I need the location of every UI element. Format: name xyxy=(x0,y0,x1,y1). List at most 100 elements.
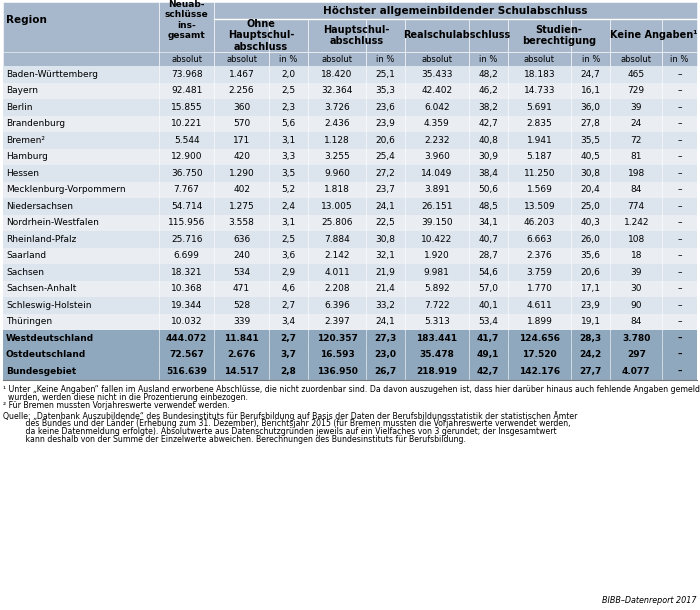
Text: 6.042: 6.042 xyxy=(424,102,449,112)
Text: 4.011: 4.011 xyxy=(324,268,350,277)
Text: 23,9: 23,9 xyxy=(375,119,396,128)
Text: Ohne
Hauptschul-
abschluss: Ohne Hauptschul- abschluss xyxy=(228,19,294,52)
Text: 35,3: 35,3 xyxy=(375,86,396,95)
Bar xyxy=(3,281,697,297)
Text: Realschulabschluss: Realschulabschluss xyxy=(402,30,510,40)
Bar xyxy=(214,52,269,66)
Text: da keine Datenmeldung erfolgte). Absolutwerte aus Datenschutzgründen jeweils auf: da keine Datenmeldung erfolgte). Absolut… xyxy=(3,428,556,437)
Text: 11.250: 11.250 xyxy=(524,169,555,178)
Text: 4.077: 4.077 xyxy=(622,367,650,376)
Bar xyxy=(308,52,366,66)
Text: 46,2: 46,2 xyxy=(478,86,498,95)
Text: 471: 471 xyxy=(233,284,250,293)
Text: 2.256: 2.256 xyxy=(229,86,254,95)
Text: 50,6: 50,6 xyxy=(478,185,498,194)
Text: 15.855: 15.855 xyxy=(171,102,202,112)
Text: –: – xyxy=(678,152,682,161)
Text: 4,6: 4,6 xyxy=(281,284,295,293)
Text: –: – xyxy=(678,317,682,326)
Text: 2.232: 2.232 xyxy=(424,136,449,145)
Text: 35.433: 35.433 xyxy=(421,70,452,79)
Text: 120.357: 120.357 xyxy=(316,334,358,343)
Text: 3,4: 3,4 xyxy=(281,317,295,326)
Text: 570: 570 xyxy=(233,119,250,128)
Text: –: – xyxy=(678,284,682,293)
Text: 534: 534 xyxy=(233,268,250,277)
Text: 27,3: 27,3 xyxy=(374,334,396,343)
Text: 360: 360 xyxy=(233,102,250,112)
Text: 57,0: 57,0 xyxy=(478,284,498,293)
Text: 1.275: 1.275 xyxy=(229,202,254,210)
Text: 20,4: 20,4 xyxy=(581,185,601,194)
Text: 40,5: 40,5 xyxy=(581,152,601,161)
Text: 13.509: 13.509 xyxy=(524,202,555,210)
Text: –: – xyxy=(678,185,682,194)
Text: 1.899: 1.899 xyxy=(526,317,552,326)
Bar xyxy=(159,52,214,66)
Text: 21,9: 21,9 xyxy=(375,268,396,277)
Text: –: – xyxy=(678,70,682,79)
Text: Baden-Württemberg: Baden-Württemberg xyxy=(6,70,98,79)
Text: Keine Angaben¹: Keine Angaben¹ xyxy=(610,30,697,40)
Bar xyxy=(3,198,697,215)
Text: wurden, werden diese nicht in die Prozentierung einbezogen.: wurden, werden diese nicht in die Prozen… xyxy=(3,392,248,401)
Bar xyxy=(468,52,508,66)
Text: 4.611: 4.611 xyxy=(526,301,552,310)
Text: 22,5: 22,5 xyxy=(375,218,396,228)
Text: 3,3: 3,3 xyxy=(281,152,295,161)
Text: 3,5: 3,5 xyxy=(281,169,295,178)
Bar xyxy=(3,264,697,281)
Text: Ostdeutschland: Ostdeutschland xyxy=(6,350,86,359)
Bar xyxy=(3,148,697,165)
Text: 5.313: 5.313 xyxy=(424,317,449,326)
Bar xyxy=(3,66,697,82)
Text: 3.960: 3.960 xyxy=(424,152,449,161)
Text: 33,2: 33,2 xyxy=(375,301,396,310)
Text: Neuab-
schlüsse
ins-
gesamt: Neuab- schlüsse ins- gesamt xyxy=(164,0,209,40)
Bar xyxy=(214,2,697,19)
Bar xyxy=(3,248,697,264)
Bar xyxy=(3,297,697,314)
Text: –: – xyxy=(678,86,682,95)
Text: Schleswig-Holstein: Schleswig-Holstein xyxy=(6,301,92,310)
Bar xyxy=(3,215,697,231)
Text: 774: 774 xyxy=(628,202,645,210)
Text: –: – xyxy=(678,136,682,145)
Text: in %: in % xyxy=(671,54,689,63)
Text: –: – xyxy=(678,350,682,359)
Text: Brandenburg: Brandenburg xyxy=(6,119,65,128)
Bar xyxy=(571,52,610,66)
Text: 35,6: 35,6 xyxy=(581,251,601,260)
Text: 1.770: 1.770 xyxy=(526,284,552,293)
Text: 142.176: 142.176 xyxy=(519,367,560,376)
Text: 3.726: 3.726 xyxy=(324,102,350,112)
Bar xyxy=(405,52,468,66)
Text: 30,9: 30,9 xyxy=(478,152,498,161)
Text: 24,1: 24,1 xyxy=(375,317,396,326)
Text: absolut: absolut xyxy=(524,54,555,63)
Text: 30,8: 30,8 xyxy=(581,169,601,178)
Text: 2,0: 2,0 xyxy=(281,70,295,79)
Text: 9.960: 9.960 xyxy=(324,169,350,178)
Bar xyxy=(3,165,697,182)
Text: 36,0: 36,0 xyxy=(581,102,601,112)
Text: 6.663: 6.663 xyxy=(526,235,552,244)
Text: Höchster allgemeinbildender Schulabschluss: Höchster allgemeinbildender Schulabschlu… xyxy=(323,5,588,15)
Bar xyxy=(662,52,697,66)
Text: 41,7: 41,7 xyxy=(477,334,499,343)
Text: 14.733: 14.733 xyxy=(524,86,555,95)
Text: 2.208: 2.208 xyxy=(324,284,350,293)
Text: 5,6: 5,6 xyxy=(281,119,295,128)
Text: 9.981: 9.981 xyxy=(424,268,449,277)
Text: 36.750: 36.750 xyxy=(171,169,202,178)
Text: 4.359: 4.359 xyxy=(424,119,449,128)
Text: 3.780: 3.780 xyxy=(622,334,650,343)
Text: 19,1: 19,1 xyxy=(581,317,601,326)
Text: in %: in % xyxy=(279,54,298,63)
Text: Westdeutschland: Westdeutschland xyxy=(6,334,94,343)
Text: 30,8: 30,8 xyxy=(375,235,396,244)
Text: 40,3: 40,3 xyxy=(581,218,601,228)
Text: 24,7: 24,7 xyxy=(581,70,601,79)
Bar xyxy=(3,182,697,198)
Text: 1.941: 1.941 xyxy=(526,136,552,145)
